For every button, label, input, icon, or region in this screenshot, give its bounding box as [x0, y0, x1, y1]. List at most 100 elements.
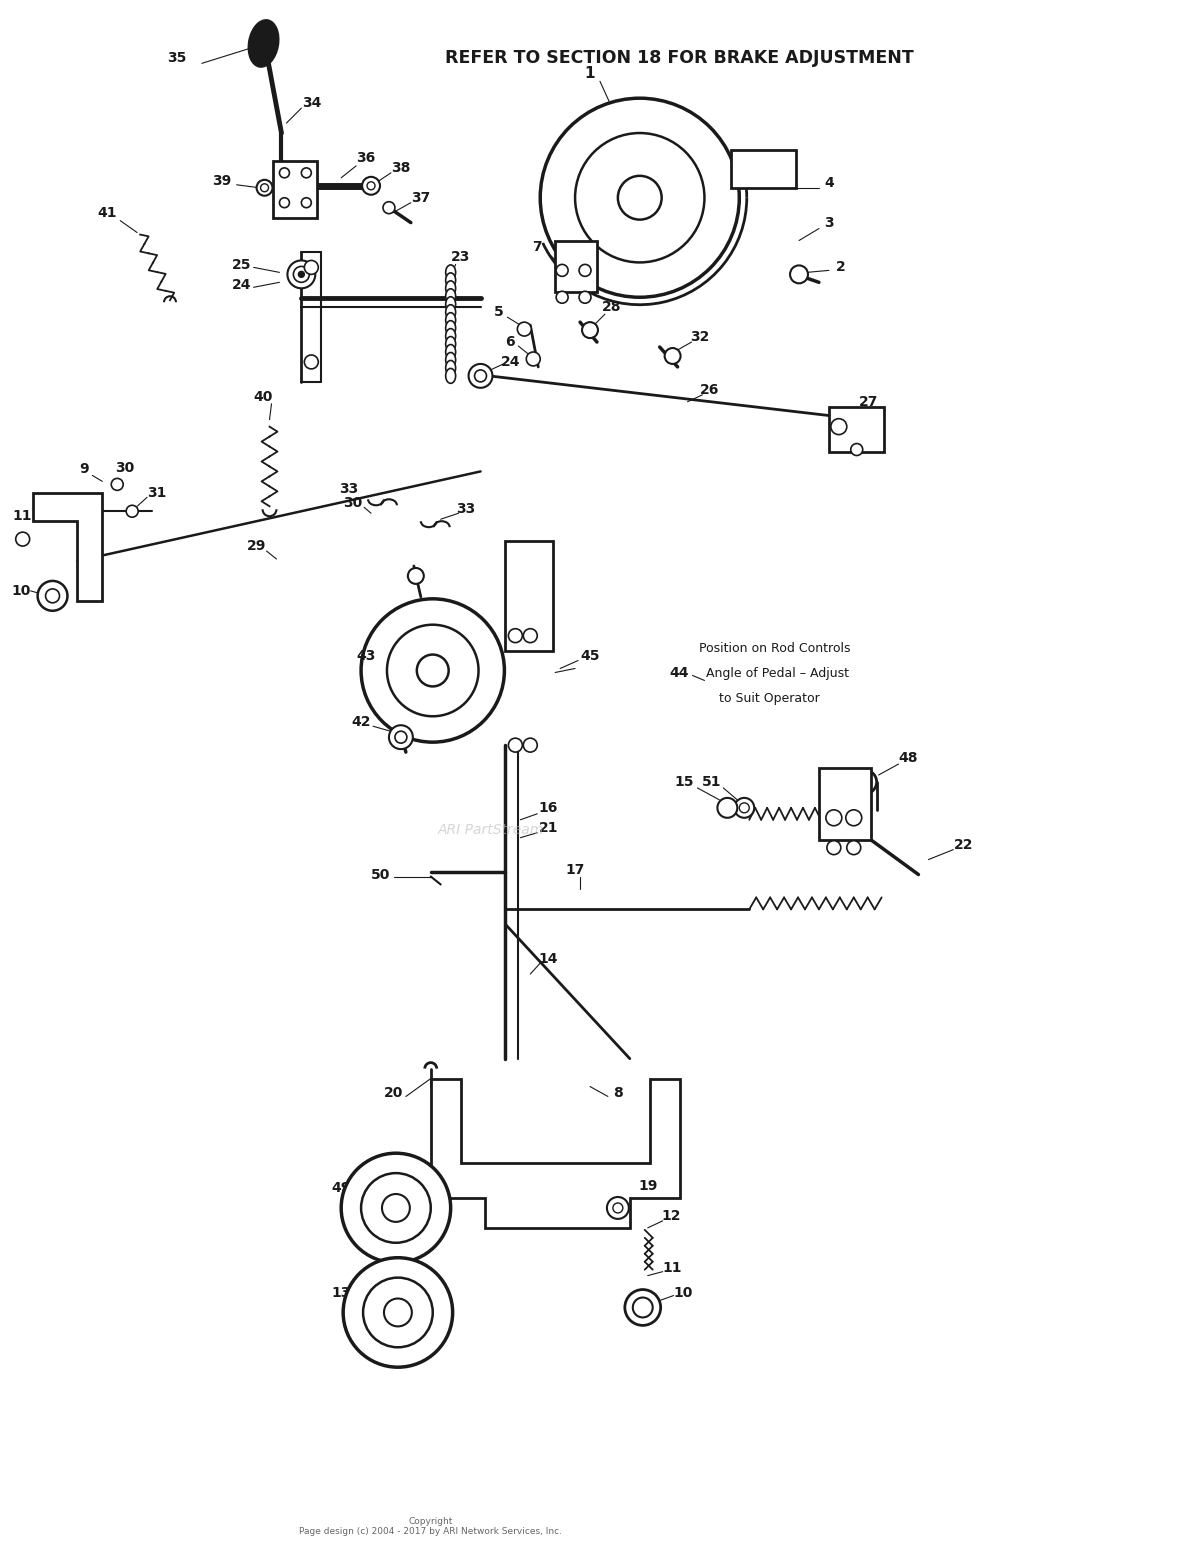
Circle shape [612, 1203, 623, 1214]
Text: 1: 1 [585, 67, 595, 80]
Circle shape [38, 580, 67, 611]
Circle shape [791, 265, 808, 283]
Ellipse shape [446, 313, 455, 328]
Text: 45: 45 [581, 649, 599, 663]
Text: 32: 32 [690, 330, 709, 344]
Circle shape [474, 370, 486, 382]
Text: 30: 30 [116, 461, 135, 475]
Bar [505, 542, 553, 650]
Circle shape [299, 271, 304, 277]
Bar [828, 407, 884, 452]
Circle shape [509, 738, 523, 752]
Text: 21: 21 [538, 820, 558, 834]
Circle shape [256, 180, 273, 195]
Text: 35: 35 [168, 51, 186, 65]
Circle shape [579, 265, 591, 277]
Text: 2: 2 [835, 260, 846, 274]
Bar [555, 240, 597, 293]
Text: 22: 22 [953, 837, 974, 851]
Ellipse shape [446, 289, 455, 303]
Ellipse shape [446, 297, 455, 311]
Circle shape [361, 1173, 431, 1243]
Circle shape [846, 810, 861, 825]
Text: Position on Rod Controls: Position on Rod Controls [700, 642, 851, 655]
Text: 12: 12 [662, 1209, 681, 1223]
Circle shape [717, 797, 738, 817]
Text: 23: 23 [451, 251, 471, 265]
Text: 28: 28 [602, 300, 622, 314]
Ellipse shape [446, 345, 455, 359]
Circle shape [579, 291, 591, 303]
Circle shape [280, 198, 289, 207]
Circle shape [523, 738, 537, 752]
Text: 40: 40 [254, 390, 274, 404]
Text: 11: 11 [13, 509, 32, 523]
Circle shape [294, 266, 309, 282]
Circle shape [126, 505, 138, 517]
Circle shape [382, 1194, 409, 1221]
Circle shape [46, 588, 59, 602]
Text: 7: 7 [532, 240, 542, 254]
Text: 48: 48 [899, 751, 918, 765]
Text: 24: 24 [500, 354, 520, 368]
Ellipse shape [446, 320, 455, 336]
Circle shape [575, 133, 704, 263]
Text: 36: 36 [356, 150, 375, 166]
Text: 51: 51 [702, 776, 721, 789]
Text: 6: 6 [505, 334, 516, 348]
Ellipse shape [446, 280, 455, 296]
Circle shape [384, 201, 395, 214]
Ellipse shape [446, 272, 455, 288]
Circle shape [827, 841, 841, 854]
Circle shape [556, 265, 568, 277]
Circle shape [343, 1257, 453, 1367]
Circle shape [740, 803, 749, 813]
Circle shape [301, 167, 312, 178]
Circle shape [625, 1289, 661, 1325]
Text: 24: 24 [232, 279, 251, 293]
Text: 20: 20 [385, 1087, 404, 1101]
Circle shape [111, 478, 123, 491]
Text: 27: 27 [859, 395, 878, 409]
Text: 17: 17 [565, 862, 585, 876]
Circle shape [304, 260, 319, 274]
Text: 19: 19 [638, 1180, 657, 1194]
Text: 10: 10 [11, 584, 31, 598]
Text: 26: 26 [700, 382, 719, 396]
Text: 44: 44 [670, 667, 689, 681]
Text: 11: 11 [663, 1260, 682, 1274]
Circle shape [280, 167, 289, 178]
Circle shape [540, 98, 740, 297]
Text: 5: 5 [493, 305, 504, 319]
Text: 33: 33 [340, 483, 359, 497]
Circle shape [363, 1277, 433, 1347]
Ellipse shape [446, 336, 455, 351]
Ellipse shape [446, 328, 455, 344]
Text: ARI PartStream: ARI PartStream [438, 822, 544, 837]
Circle shape [607, 1197, 629, 1218]
Circle shape [301, 198, 312, 207]
Text: 25: 25 [232, 259, 251, 272]
Text: 9: 9 [79, 463, 90, 477]
Circle shape [417, 655, 448, 686]
Text: 29: 29 [247, 539, 267, 553]
Text: 3: 3 [824, 215, 834, 229]
Circle shape [664, 348, 681, 364]
Circle shape [517, 322, 531, 336]
Text: 8: 8 [612, 1087, 623, 1101]
Text: 38: 38 [392, 161, 411, 175]
Text: 33: 33 [455, 502, 476, 515]
Text: 30: 30 [343, 497, 362, 511]
Circle shape [618, 176, 662, 220]
Bar [819, 768, 871, 839]
Circle shape [632, 1297, 653, 1317]
Circle shape [523, 628, 537, 642]
Ellipse shape [446, 305, 455, 319]
Text: REFER TO SECTION 18 FOR BRAKE ADJUSTMENT: REFER TO SECTION 18 FOR BRAKE ADJUSTMENT [445, 50, 914, 68]
Circle shape [261, 184, 269, 192]
Circle shape [408, 568, 424, 584]
Text: 39: 39 [212, 173, 231, 187]
Polygon shape [274, 161, 317, 218]
Text: 42: 42 [352, 715, 371, 729]
Circle shape [304, 354, 319, 368]
